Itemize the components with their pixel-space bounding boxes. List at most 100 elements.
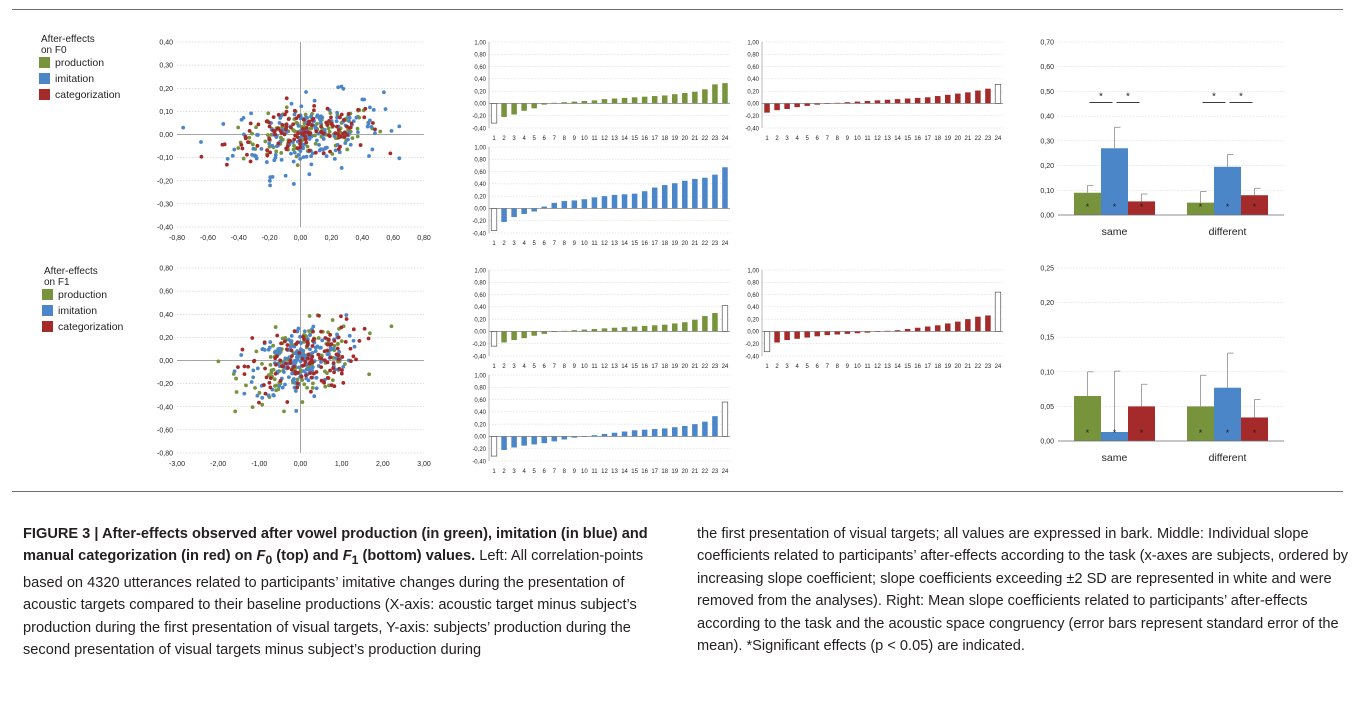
scatter-f1-point-production (282, 409, 286, 414)
scatter-f0-point-imitation (273, 153, 278, 157)
scatter-f0-point-categorization (265, 148, 270, 153)
scatter-f0-xtick-label: 0,60 (386, 235, 400, 242)
scatter-f1-point-categorization (285, 343, 290, 347)
slopes-f1-production-xtick-label: 20 (681, 364, 688, 370)
scatter-f1-xtick-label: 0,00 (294, 461, 308, 468)
scatter-f0-point-imitation (382, 90, 386, 95)
slopes-f0-imitation-bar-16 (641, 191, 648, 209)
scatter-f0-point-imitation (317, 142, 321, 147)
slopes-f0-imitation-xtick-label: 13 (611, 241, 618, 247)
scatter-f1-point-imitation (280, 385, 285, 390)
scatter-f1-point-imitation (319, 360, 323, 364)
scatter-f1-point-categorization (339, 371, 344, 376)
slopes-f1-categorization-xtick-label: 12 (874, 364, 881, 370)
scatter-f0-point-imitation (268, 183, 272, 188)
slopes-f1-categorization-xtick-label: 15 (904, 364, 911, 370)
scatter-f1-point-categorization (264, 375, 269, 380)
scatter-f0-point-imitation (370, 147, 375, 152)
scatter-f1-point-categorization (305, 339, 310, 344)
scatter-f1-ytick-label: -0,20 (157, 381, 173, 388)
scatter-f1-point-production (273, 325, 278, 329)
scatter-f0-point-production (251, 142, 255, 147)
scatter-f1-point-categorization (319, 378, 324, 383)
slopes-f0-production-ytick-label: 0,80 (474, 53, 486, 59)
scatter-f0-point-categorization (339, 112, 344, 117)
scatter-f0-point-imitation (298, 156, 303, 161)
scatter-f1-point-production (335, 342, 340, 346)
scatter-f0-point-imitation (336, 85, 341, 90)
slopes-f1-imitation-ytick-label: 0,40 (474, 410, 486, 416)
scatter-f0-point-imitation (270, 175, 275, 179)
slopes-f1-categorization-xtick-label: 20 (954, 364, 961, 370)
scatter-f1-point-production (253, 385, 257, 390)
slopes-f1-categorization-xtick-label: 24 (995, 364, 1002, 370)
scatter-f1-point-categorization (340, 355, 345, 359)
scatter-f0-point-imitation (230, 153, 235, 158)
slopes-f0-production-bar-14 (621, 97, 628, 104)
scatter-f1-point-categorization (268, 385, 273, 390)
scatter-f0-point-imitation (369, 125, 374, 129)
scatter-f1-point-categorization (242, 364, 247, 369)
scatter-f1-point-categorization (314, 370, 319, 374)
slopes-f0-production-bar-4 (521, 103, 527, 111)
slopes-f1-categorization-bar-8 (834, 331, 841, 335)
scatter-f1-point-categorization (236, 365, 240, 370)
slopes-f0-production-ytick-label: -0,40 (472, 126, 486, 132)
scatter-f1-point-imitation (294, 354, 299, 359)
slopes-f1-production-bar-7 (551, 331, 558, 333)
scatter-f0-point-categorization (328, 149, 332, 154)
means-f0-group-label-same: same (1102, 226, 1128, 238)
means-f0-bar-star: * (1226, 202, 1230, 212)
scatter-f1-point-categorization (273, 356, 278, 361)
scatter-f1-point-categorization (288, 358, 293, 363)
scatter-f1-point-imitation (239, 353, 244, 357)
scatter-f1-point-categorization (312, 337, 316, 342)
scatter-f0-point-categorization (304, 126, 309, 130)
slopes-f0-production-ytick-label: 0,60 (474, 65, 486, 71)
scatter-f0-point-imitation (241, 115, 246, 120)
slopes-f0-categorization-xtick-label: 10 (854, 136, 861, 142)
slopes-f1-production-bar-16 (641, 325, 648, 332)
slopes-f0-categorization-xtick-label: 3 (785, 136, 789, 142)
scatter-f0-point-categorization (248, 159, 253, 164)
scatter-f0-point-production (279, 151, 284, 155)
scatter-f1-point-categorization (339, 325, 344, 330)
scatter-f0-point-imitation (324, 154, 329, 159)
scatter-f0-point-imitation (360, 97, 365, 102)
slopes-f1-imitation-xtick-label: 6 (543, 469, 547, 475)
scatter-f1-point-categorization (344, 317, 349, 321)
scatter-f1-point-categorization (351, 327, 356, 332)
scatter-f1-ytick-label: 0,60 (159, 289, 173, 296)
scatter-f1-point-categorization (323, 336, 328, 340)
slopes-f0-imitation-xtick-label: 8 (563, 241, 567, 247)
scatter-f0-xtick-label: -0,60 (200, 235, 216, 242)
means-f0-bar-different-production (1187, 202, 1214, 215)
slopes-f1-categorization-xtick-label: 22 (975, 364, 982, 370)
scatter-f0-point-production (313, 141, 318, 146)
slopes-f0-categorization-bar-16 (914, 97, 921, 104)
slopes-f1-production-xtick-label: 16 (641, 364, 648, 370)
slopes-f1-categorization-xtick-label: 16 (914, 364, 921, 370)
scatter-f1-point-production (268, 355, 273, 359)
slopes-f1-categorization-bar-20 (955, 321, 961, 332)
scatter-f0-point-production (274, 149, 279, 154)
scatter-f1-point-production (272, 377, 277, 382)
scatter-f0-point-imitation (341, 86, 346, 91)
slopes-f0-production-bar-20 (682, 92, 688, 104)
scatter-f0-point-categorization (335, 132, 340, 136)
slopes-f1-imitation-bar-8 (561, 436, 568, 440)
scatter-f1-xtick-label: 3,00 (417, 461, 431, 468)
scatter-f0-point-imitation (296, 123, 301, 128)
slopes-f0-imitation-bar-14 (621, 194, 628, 209)
slopes-f0-production-bar-6 (541, 103, 547, 105)
scatter-f0-point-production (345, 147, 350, 152)
scatter-f1-point-categorization (348, 359, 353, 364)
scatter-f1-point-imitation (266, 347, 271, 352)
scatter-f1-ytick-label: 0,80 (159, 266, 173, 273)
scatter-f0-point-production (328, 111, 333, 116)
slopes-f1-categorization-bar-5 (804, 331, 810, 338)
slopes-f0-categorization-ytick-label: 0,80 (747, 53, 759, 59)
slopes-f0-imitation-bar-6 (541, 206, 547, 209)
scatter-f1-point-production (254, 349, 259, 354)
means-f0-bar-star: * (1113, 202, 1117, 212)
